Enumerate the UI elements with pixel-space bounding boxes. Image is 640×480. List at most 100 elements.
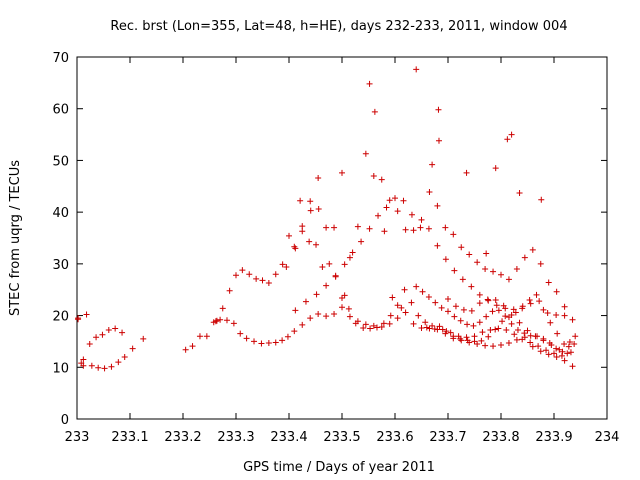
data-point (189, 343, 196, 350)
data-point (352, 320, 359, 327)
data-point (498, 342, 504, 349)
data-point (483, 313, 490, 320)
data-point (246, 271, 253, 278)
data-point (319, 263, 326, 270)
x-tick-label: 233.7 (429, 430, 466, 445)
data-point (366, 80, 373, 87)
data-point (88, 362, 95, 369)
data-point (533, 291, 540, 298)
data-point (450, 333, 457, 340)
data-point (401, 286, 408, 293)
data-point (479, 329, 486, 336)
data-point (253, 275, 260, 282)
data-point (279, 261, 286, 268)
data-point (485, 333, 492, 340)
data-point (565, 343, 572, 350)
data-point (516, 190, 523, 197)
y-tick-label: 20 (52, 310, 69, 325)
data-point (423, 324, 430, 331)
data-point (447, 329, 454, 336)
data-point (553, 353, 560, 360)
data-point (553, 345, 560, 352)
data-point (83, 311, 90, 318)
data-point (487, 327, 494, 334)
data-point (435, 106, 442, 113)
data-point (474, 259, 481, 266)
data-point (485, 297, 492, 304)
data-point (503, 327, 510, 334)
data-point (537, 260, 544, 267)
data-point (346, 254, 353, 261)
data-point (510, 306, 517, 313)
data-point (299, 223, 306, 230)
data-point (386, 320, 393, 327)
data-point (297, 197, 304, 204)
x-tick-label: 233.4 (270, 430, 307, 445)
data-point (426, 325, 433, 332)
data-point (251, 338, 258, 345)
x-tick-label: 233 (65, 430, 90, 445)
data-point (422, 319, 429, 326)
data-point (512, 309, 519, 316)
data-point (513, 266, 520, 273)
data-point (239, 267, 246, 274)
data-point (223, 317, 230, 324)
data-point (108, 363, 115, 370)
x-tick-label: 234 (595, 430, 620, 445)
x-tick-label: 233.2 (164, 430, 201, 445)
data-point (544, 309, 551, 316)
data-point (408, 211, 415, 218)
data-point (455, 333, 462, 340)
data-point (315, 206, 322, 213)
data-point (402, 226, 409, 233)
data-point (495, 325, 502, 332)
data-point (400, 197, 407, 204)
chart-title: Rec. brst (Lon=355, Lat=48, h=HE), days … (110, 19, 567, 34)
data-point (551, 350, 557, 357)
data-point (499, 318, 506, 325)
data-point (569, 363, 576, 370)
data-point (258, 340, 265, 347)
y-tick-label: 50 (52, 154, 69, 169)
data-point (519, 336, 526, 343)
data-point (548, 342, 555, 349)
data-point (80, 356, 87, 363)
data-point (323, 282, 330, 289)
data-point (315, 175, 322, 182)
data-point (484, 296, 491, 303)
data-point (508, 131, 515, 138)
data-point (508, 320, 515, 327)
data-point (362, 150, 369, 157)
data-point (362, 321, 369, 328)
data-point (429, 161, 436, 168)
data-point (511, 331, 518, 338)
data-point (121, 353, 128, 360)
y-axis-label: STEC from uqrg / TECUs (8, 160, 23, 316)
data-point (445, 296, 451, 303)
data-point (367, 325, 374, 332)
data-point (212, 318, 219, 325)
data-point (438, 304, 445, 311)
data-point (429, 322, 436, 329)
x-tick-label: 233.5 (323, 430, 360, 445)
data-point (504, 136, 511, 143)
data-point (299, 321, 306, 328)
data-point (468, 307, 475, 314)
data-point (434, 326, 441, 333)
y-tick-label: 10 (52, 361, 69, 376)
data-point (373, 324, 380, 331)
plot-frame (76, 56, 608, 420)
data-point (471, 333, 478, 340)
data-point (233, 272, 239, 279)
data-point (492, 297, 499, 304)
data-point (341, 261, 348, 268)
data-point (521, 330, 528, 337)
data-point (561, 303, 568, 310)
data-point (339, 294, 345, 301)
data-point (378, 176, 385, 183)
data-point (398, 304, 405, 311)
data-point (432, 299, 439, 306)
data-point (526, 297, 533, 304)
data-point (346, 313, 353, 320)
data-point (553, 288, 560, 295)
